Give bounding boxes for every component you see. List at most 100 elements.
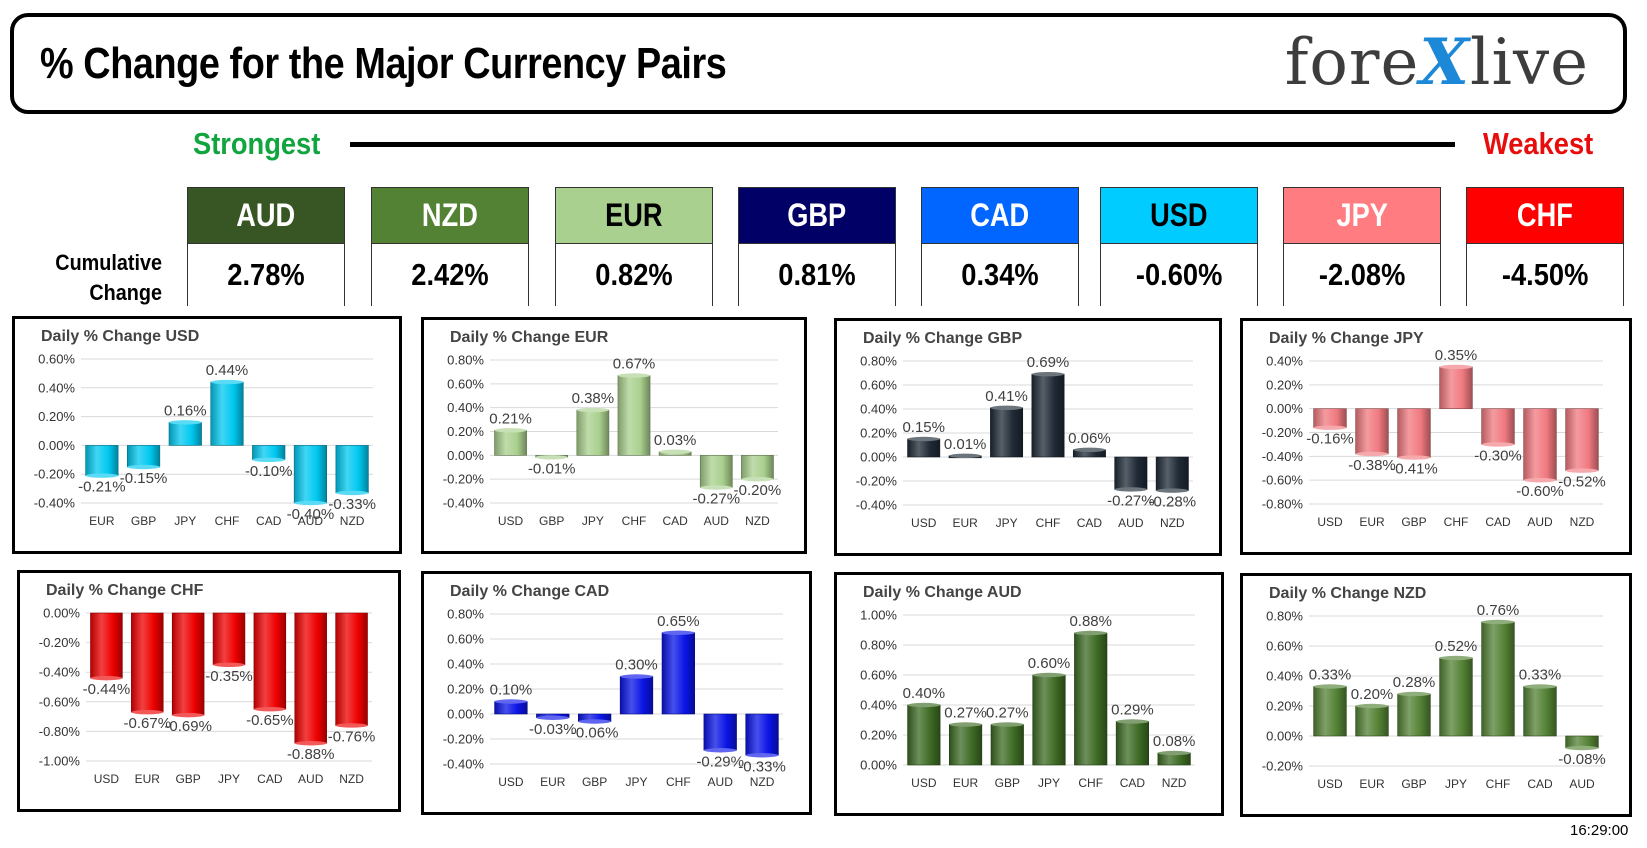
tile-currency: EUR (556, 188, 712, 244)
x-tick-label: CHF (622, 514, 647, 528)
data-label: -0.06% (571, 725, 619, 742)
chart-panel-7: Daily % Change AUD 1.00% 0.80% 0.60% 0.40% 0.… (834, 572, 1224, 816)
chart-panel-8: Daily % Change NZD 0.80% 0.60% 0.40% 0.20% 0.… (1240, 573, 1632, 817)
bar-cap (252, 457, 285, 462)
x-tick-label: CAD (1120, 776, 1146, 790)
bar-chf (1074, 632, 1108, 766)
x-tick-label: NZD (1570, 515, 1595, 529)
cumulative-label-line1: Cumulative (55, 250, 163, 275)
tile-gbp: GBP 0.81% (738, 187, 896, 306)
y-tick-label: -0.40% (443, 496, 485, 511)
y-tick-label: 0.20% (447, 424, 484, 439)
x-tick-label: EUR (1359, 777, 1385, 791)
data-label: -0.15% (120, 470, 168, 487)
tile-currency: USD (1101, 188, 1257, 244)
data-label: 0.88% (1069, 613, 1112, 630)
bar-cap (131, 709, 164, 715)
chart-panel-4: Daily % Change JPY 0.40% 0.20% 0.00% -0.20% -… (1240, 318, 1632, 555)
bar-eur (1355, 705, 1389, 737)
y-tick-label: -0.40% (39, 665, 81, 680)
data-label: -0.10% (245, 463, 293, 480)
bar-cap (700, 485, 733, 490)
x-tick-label: EUR (953, 776, 979, 790)
data-label: 0.65% (657, 613, 700, 630)
bar-usd (494, 430, 527, 456)
bar-cap (494, 699, 528, 704)
tile-nzd: NZD 2.42% (371, 187, 529, 306)
bar-nzd (745, 713, 779, 756)
tile-value: 2.78% (188, 244, 344, 306)
x-tick-label: JPY (174, 514, 196, 528)
x-tick-label: USD (498, 514, 524, 528)
data-label: -0.30% (1474, 447, 1522, 464)
data-label: -0.65% (246, 712, 294, 729)
y-tick-label: 0.60% (860, 378, 897, 393)
bar-cap (907, 436, 940, 442)
bar-chf (661, 632, 695, 715)
y-tick-label: 0.80% (447, 607, 484, 622)
bar-cap (90, 675, 123, 681)
bar-cap (1481, 619, 1515, 625)
tile-value: 0.81% (739, 244, 895, 306)
x-tick-label: NZD (340, 514, 365, 528)
y-tick-label: -0.20% (1262, 759, 1304, 774)
chart-title: Daily % Change CHF (46, 582, 204, 599)
tile-value: -0.60% (1101, 244, 1257, 306)
data-label: 0.15% (902, 419, 945, 436)
bar-cap (578, 719, 611, 724)
bar-gbp (1397, 408, 1431, 458)
data-label: 0.33% (1309, 667, 1352, 684)
bar-cap (907, 702, 941, 708)
bar-eur (949, 724, 983, 766)
bar-jpy (168, 422, 202, 446)
data-label: -0.33% (738, 758, 786, 775)
y-tick-label: -0.80% (39, 724, 81, 739)
bar-aud (703, 713, 737, 751)
x-tick-label: EUR (135, 772, 161, 786)
x-tick-label: AUD (1569, 777, 1595, 791)
bar-cap (617, 373, 651, 378)
x-tick-label: USD (94, 772, 120, 786)
bar-cap (172, 712, 205, 718)
x-tick-label: CAD (1077, 516, 1103, 530)
data-label: 0.08% (1153, 733, 1196, 750)
tile-currency: CAD (922, 188, 1078, 244)
bar-chart: Daily % Change AUD 1.00% 0.80% 0.60% 0.40% 0.… (860, 584, 1196, 790)
x-tick-label: CAD (1485, 515, 1511, 529)
bar-cap (1565, 468, 1599, 473)
bar-aud (294, 612, 327, 744)
data-label: -0.20% (734, 482, 782, 499)
y-tick-label: 0.80% (860, 354, 897, 369)
x-tick-label: CHF (215, 514, 240, 528)
x-tick-label: NZD (1162, 776, 1187, 790)
data-label: 0.44% (206, 362, 249, 379)
bar-cad (1115, 721, 1149, 766)
x-tick-label: EUR (1359, 515, 1385, 529)
y-tick-label: 0.00% (860, 758, 897, 773)
y-tick-label: 0.00% (43, 606, 80, 621)
x-tick-label: CAD (257, 772, 283, 786)
data-label: -0.38% (1348, 457, 1396, 474)
y-tick-label: -0.40% (856, 498, 898, 513)
bar-cap (1439, 655, 1473, 661)
bar-gbp (1397, 693, 1431, 737)
bar-chart: Daily % Change NZD0.80%0.60%0.40%0.20%0.… (1262, 585, 1606, 791)
x-tick-label: NZD (750, 775, 775, 789)
bar-cap (536, 715, 570, 720)
x-tick-label: CAD (1527, 777, 1553, 791)
y-tick-label: 0.60% (860, 668, 897, 683)
bar-chart: Daily % Change EUR 0.80% 0.60% 0.40% 0.20% 0.… (443, 329, 782, 528)
bar-nzd (1565, 408, 1599, 471)
bar-cap (335, 490, 369, 496)
data-label: -0.52% (1558, 474, 1606, 491)
chart-panel-3: Daily % Change GBP 0.80% 0.60% 0.40% 0.20% 0.… (834, 318, 1222, 556)
bar-cad (253, 612, 287, 710)
bar-cap (213, 662, 245, 667)
x-tick-label: CAD (662, 514, 688, 528)
bar-usd (907, 438, 941, 458)
data-label: 0.27% (944, 705, 987, 722)
timestamp: 16:29:00 (1570, 822, 1629, 839)
data-label: -0.27% (1107, 492, 1155, 509)
x-tick-label: JPY (996, 516, 1018, 530)
y-tick-label: -0.20% (1262, 425, 1304, 440)
